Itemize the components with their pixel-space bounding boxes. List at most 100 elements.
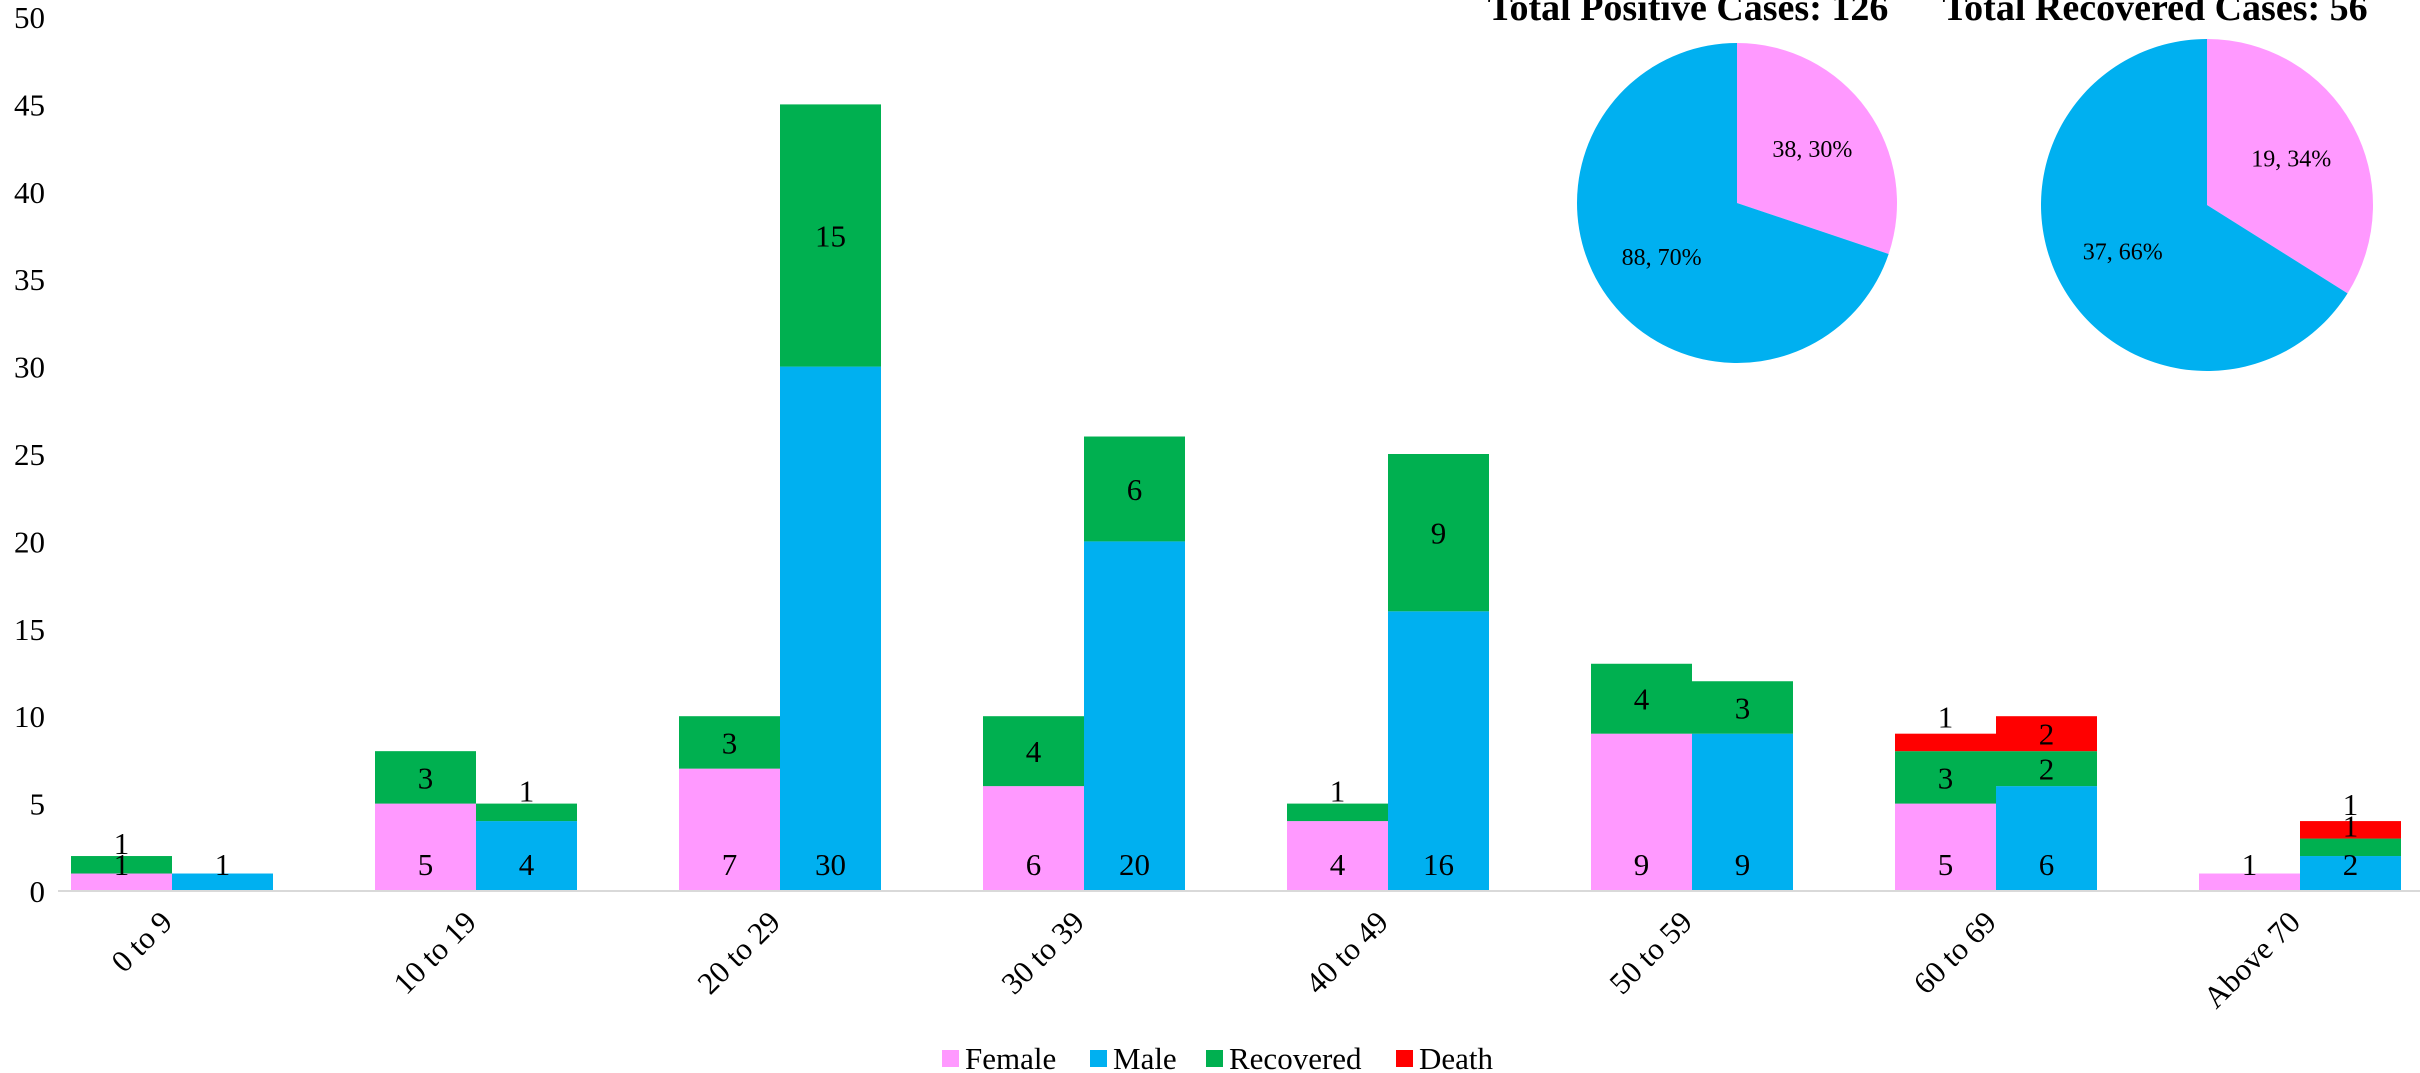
bar-female bbox=[1287, 821, 1388, 891]
bar-death bbox=[2300, 821, 2401, 839]
bar-male bbox=[172, 873, 273, 891]
data-label: 3 bbox=[1938, 760, 1954, 795]
legend-label: Death bbox=[1419, 1041, 1494, 1073]
data-label: 1 bbox=[1330, 774, 1346, 809]
data-label: 2 bbox=[2039, 752, 2055, 787]
pie-slice-label: 38, 30% bbox=[1772, 137, 1852, 163]
data-label: 3 bbox=[1735, 690, 1751, 725]
pie-charts: Total Positive Cases: 126 38, 30% 88, 70% T… bbox=[1488, 0, 2373, 371]
bar-female bbox=[679, 768, 780, 891]
pie-slice-female bbox=[2207, 39, 2373, 294]
bar-female bbox=[375, 803, 476, 891]
bar-recovered bbox=[679, 716, 780, 769]
y-tick-label: 15 bbox=[14, 612, 45, 647]
data-label: 3 bbox=[722, 725, 738, 760]
bar-recovered bbox=[1996, 751, 2097, 787]
category-label: 20 to 29 bbox=[690, 904, 787, 1001]
bar-female bbox=[1591, 733, 1692, 891]
data-label: 4 bbox=[519, 847, 535, 882]
legend-swatch-recovered bbox=[1206, 1050, 1223, 1067]
bar-recovered bbox=[1692, 681, 1793, 734]
y-tick-label: 45 bbox=[14, 87, 45, 122]
y-tick-label: 10 bbox=[14, 699, 45, 734]
bar-recovered bbox=[2300, 838, 2401, 857]
data-label: 7 bbox=[722, 847, 738, 882]
pie-slice-male bbox=[2040, 38, 2348, 371]
pie-title: Total Recovered Cases: 56 bbox=[1942, 0, 2367, 29]
data-label: 20 bbox=[1119, 847, 1150, 882]
data-label: 1 bbox=[2242, 847, 2258, 882]
data-label: 9 bbox=[1735, 847, 1751, 882]
pie-slice-female bbox=[1737, 43, 1897, 254]
bar-recovered bbox=[983, 716, 1084, 787]
bar-recovered bbox=[375, 751, 476, 804]
data-label: 2 bbox=[2039, 717, 2055, 752]
data-label: 16 bbox=[1423, 847, 1454, 882]
data-label: 4 bbox=[1330, 847, 1346, 882]
category-label: Above 70 bbox=[2196, 904, 2307, 1015]
y-tick-label: 35 bbox=[14, 262, 45, 297]
bar-recovered bbox=[71, 856, 172, 874]
legend-swatch-male bbox=[1090, 1050, 1107, 1067]
y-tick-label: 40 bbox=[14, 175, 45, 210]
bar-recovered bbox=[1388, 454, 1489, 612]
y-tick-label: 25 bbox=[14, 437, 45, 472]
bar-recovered bbox=[1895, 751, 1996, 804]
bar-death bbox=[1895, 733, 1996, 752]
bar-male bbox=[476, 821, 577, 891]
data-label: 1 bbox=[2343, 787, 2359, 822]
legend-swatch-death bbox=[1396, 1050, 1413, 1067]
y-tick-label: 20 bbox=[14, 524, 45, 559]
y-axis: 0 5 10 15 20 25 30 35 40 45 50 bbox=[14, 0, 45, 909]
legend-label: Male bbox=[1113, 1041, 1177, 1073]
bar-female bbox=[2199, 873, 2300, 891]
y-tick-label: 30 bbox=[14, 350, 45, 385]
category-label: 40 to 49 bbox=[1298, 904, 1395, 1001]
category-label: 50 to 59 bbox=[1602, 904, 1699, 1001]
category-label: 30 to 39 bbox=[994, 904, 1091, 1001]
bar-male bbox=[780, 366, 881, 892]
bar-male bbox=[2300, 856, 2401, 891]
bar-male bbox=[1084, 541, 1185, 891]
pie-title: Total Positive Cases: 126 bbox=[1488, 0, 1889, 29]
bar-male bbox=[1692, 733, 1793, 891]
bar-recovered bbox=[1591, 663, 1692, 734]
data-label: 4 bbox=[1026, 734, 1042, 769]
data-label: 1 bbox=[519, 774, 535, 809]
bar-male bbox=[1996, 786, 2097, 891]
data-label: 6 bbox=[1026, 847, 1042, 882]
data-label: 30 bbox=[815, 847, 846, 882]
data-label: 4 bbox=[1634, 682, 1650, 717]
legend-swatch-female bbox=[942, 1050, 959, 1067]
data-label: 5 bbox=[1938, 847, 1954, 882]
x-axis: 0 to 9 10 to 19 20 to 29 30 to 39 40 to 49 50… bbox=[58, 890, 2420, 1015]
y-tick-label: 5 bbox=[30, 787, 46, 822]
bar-recovered bbox=[780, 104, 881, 367]
bar-female bbox=[1895, 803, 1996, 891]
data-label: 1 bbox=[215, 847, 231, 882]
legend-label: Recovered bbox=[1229, 1041, 1362, 1073]
data-label: 1 bbox=[114, 826, 130, 861]
data-label: 1 bbox=[2343, 809, 2359, 844]
category-label: 60 to 69 bbox=[1906, 904, 2003, 1001]
category-label: 0 to 9 bbox=[104, 904, 179, 979]
data-label: 1 bbox=[114, 847, 130, 882]
legend: Female Male Recovered Death bbox=[942, 1041, 1494, 1073]
data-label: 9 bbox=[1634, 847, 1650, 882]
bar-death bbox=[1996, 716, 2097, 752]
data-label: 2 bbox=[2343, 847, 2359, 882]
data-label: 3 bbox=[418, 760, 434, 795]
bar-recovered bbox=[476, 803, 577, 822]
data-label: 1 bbox=[1938, 700, 1954, 735]
pie-slice-label: 88, 70% bbox=[1622, 245, 1702, 271]
pie-slice-label: 19, 34% bbox=[2251, 146, 2331, 172]
pie-slice-male bbox=[1576, 43, 1889, 363]
data-label: 5 bbox=[418, 847, 434, 882]
data-label: 6 bbox=[2039, 847, 2055, 882]
y-tick-label: 50 bbox=[14, 0, 45, 35]
legend-label: Female bbox=[965, 1041, 1056, 1073]
bar-recovered bbox=[1287, 803, 1388, 822]
pie-slice-label: 37, 66% bbox=[2083, 240, 2163, 266]
